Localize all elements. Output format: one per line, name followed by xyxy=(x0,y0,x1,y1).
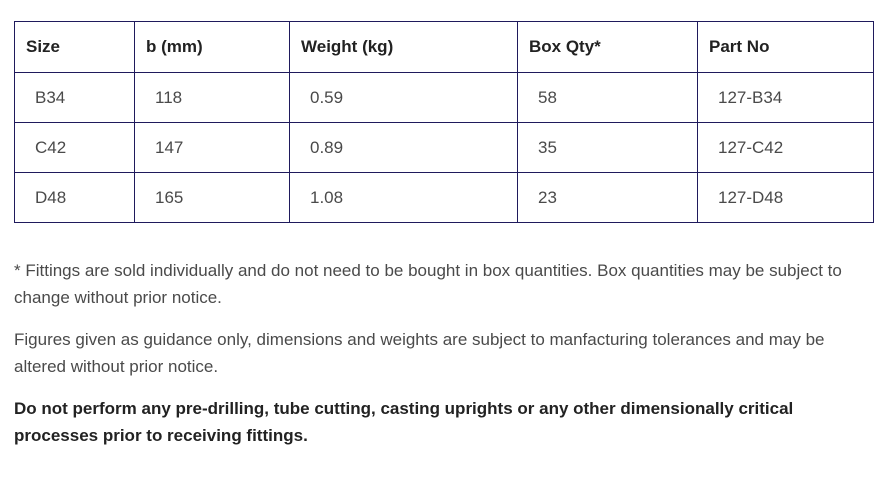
header-box-qty: Box Qty* xyxy=(517,21,698,73)
header-b-mm: b (mm) xyxy=(134,21,290,73)
header-row: Size b (mm) Weight (kg) Box Qty* Part No xyxy=(14,21,874,73)
box-qty-note: * Fittings are sold individually and do … xyxy=(14,261,842,307)
notes-section: * Fittings are sold individually and do … xyxy=(14,257,874,464)
header-weight-kg: Weight (kg) xyxy=(289,21,518,73)
cell-part-no: 127-C42 xyxy=(697,122,874,173)
warning-note: Do not perform any pre-drilling, tube cu… xyxy=(14,399,794,445)
spec-table: Size b (mm) Weight (kg) Box Qty* Part No… xyxy=(14,21,874,223)
cell-size: B34 xyxy=(14,72,135,123)
cell-box-qty: 23 xyxy=(517,172,698,223)
header-size: Size xyxy=(14,21,135,73)
cell-part-no: 127-B34 xyxy=(697,72,874,123)
table-row: B34 118 0.59 58 127-B34 xyxy=(14,72,874,123)
guidance-note: Figures given as guidance only, dimensio… xyxy=(14,330,825,376)
table-row: C42 147 0.89 35 127-C42 xyxy=(14,122,874,173)
cell-b-mm: 165 xyxy=(134,172,290,223)
cell-weight: 0.59 xyxy=(289,72,518,123)
table-row: D48 165 1.08 23 127-D48 xyxy=(14,172,874,223)
cell-weight: 0.89 xyxy=(289,122,518,173)
table-header: Size b (mm) Weight (kg) Box Qty* Part No xyxy=(14,21,874,73)
cell-b-mm: 147 xyxy=(134,122,290,173)
table-body: B34 118 0.59 58 127-B34 C42 147 0.89 35 … xyxy=(14,72,874,223)
cell-part-no: 127-D48 xyxy=(697,172,874,223)
cell-size: D48 xyxy=(14,172,135,223)
cell-b-mm: 118 xyxy=(134,72,290,123)
header-part-no: Part No xyxy=(697,21,874,73)
cell-box-qty: 58 xyxy=(517,72,698,123)
cell-weight: 1.08 xyxy=(289,172,518,223)
cell-box-qty: 35 xyxy=(517,122,698,173)
cell-size: C42 xyxy=(14,122,135,173)
